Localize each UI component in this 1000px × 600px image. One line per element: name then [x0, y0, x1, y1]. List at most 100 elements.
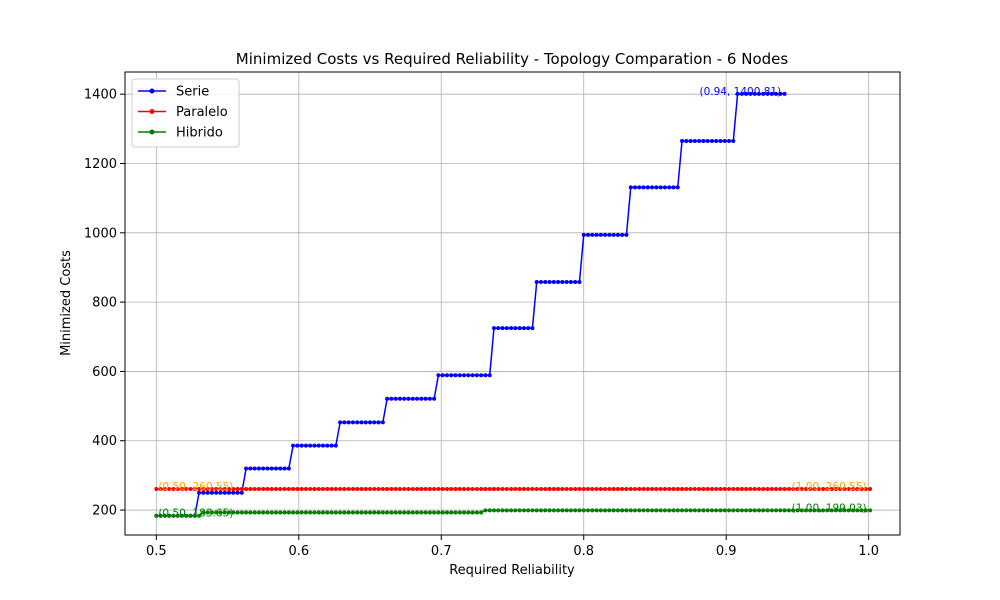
legend-swatch-marker: [149, 129, 155, 135]
data-point: [321, 487, 326, 492]
data-point: [667, 185, 672, 190]
data-point: [765, 91, 770, 96]
data-point: [295, 487, 300, 492]
y-tick-label: 400: [92, 434, 117, 449]
data-point: [513, 326, 518, 331]
data-point: [722, 138, 727, 143]
data-point: [590, 232, 595, 237]
data-point: [705, 138, 710, 143]
data-point: [500, 326, 505, 331]
data-point: [218, 510, 223, 515]
data-point: [462, 373, 467, 378]
data-point: [603, 232, 608, 237]
data-point: [735, 508, 740, 513]
data-point: [645, 487, 650, 492]
data-point: [457, 373, 462, 378]
data-point: [402, 510, 407, 515]
data-point: [705, 487, 710, 492]
data-point: [598, 232, 603, 237]
data-point: [850, 508, 855, 513]
data-point: [385, 510, 390, 515]
data-point: [607, 232, 612, 237]
data-point: [402, 396, 407, 401]
data-point: [380, 420, 385, 425]
data-point: [722, 487, 727, 492]
data-point: [171, 487, 176, 492]
y-axis-label: Minimized Costs: [59, 250, 74, 356]
data-point: [620, 487, 625, 492]
data-point: [389, 487, 394, 492]
data-point: [303, 443, 308, 448]
data-point: [697, 138, 702, 143]
data-point: [338, 487, 343, 492]
data-point: [782, 508, 787, 513]
data-point: [517, 326, 522, 331]
data-point: [607, 487, 612, 492]
data-point: [427, 487, 432, 492]
data-point: [346, 420, 351, 425]
data-point: [419, 396, 424, 401]
data-point: [752, 508, 757, 513]
data-point: [338, 510, 343, 515]
data-point: [214, 490, 219, 495]
data-point: [581, 487, 586, 492]
data-point: [278, 510, 283, 515]
data-point: [641, 487, 646, 492]
data-point: [795, 508, 800, 513]
data-point: [598, 508, 603, 513]
data-point: [568, 280, 573, 285]
data-point: [470, 373, 475, 378]
data-point: [291, 487, 296, 492]
data-point: [355, 420, 360, 425]
legend-label: Hibrido: [176, 126, 223, 141]
data-point: [474, 373, 479, 378]
data-point: [496, 508, 501, 513]
data-point: [744, 508, 749, 513]
data-point: [586, 232, 591, 237]
data-point: [521, 326, 526, 331]
data-point: [363, 420, 368, 425]
data-point: [526, 487, 531, 492]
data-point: [731, 138, 736, 143]
data-point: [214, 510, 219, 515]
data-point: [543, 487, 548, 492]
data-point: [423, 487, 428, 492]
data-point: [838, 487, 843, 492]
data-point: [483, 373, 488, 378]
data-point: [184, 487, 189, 492]
data-point: [722, 508, 727, 513]
data-point: [474, 487, 479, 492]
data-point: [855, 487, 860, 492]
data-point: [803, 508, 808, 513]
data-point: [680, 508, 685, 513]
data-point: [470, 510, 475, 515]
data-point: [256, 487, 261, 492]
data-point: [368, 420, 373, 425]
data-point: [812, 508, 817, 513]
data-point: [611, 232, 616, 237]
data-point: [756, 91, 761, 96]
series-line: [156, 93, 785, 517]
data-point: [329, 487, 334, 492]
data-point: [538, 280, 543, 285]
data-point: [368, 487, 373, 492]
data-point: [295, 510, 300, 515]
data-point: [487, 487, 492, 492]
data-point: [620, 508, 625, 513]
data-point: [816, 508, 821, 513]
data-point: [188, 513, 193, 518]
data-point: [500, 508, 505, 513]
data-point: [590, 508, 595, 513]
legend-label: Serie: [176, 85, 209, 100]
data-point: [654, 185, 659, 190]
data-point: [667, 508, 672, 513]
plot-area: [154, 91, 873, 518]
data-point: [547, 280, 552, 285]
data-point: [372, 487, 377, 492]
data-point: [222, 487, 227, 492]
data-point: [474, 510, 479, 515]
data-point: [833, 487, 838, 492]
data-point: [248, 510, 253, 515]
data-point: [218, 487, 223, 492]
data-point: [346, 487, 351, 492]
